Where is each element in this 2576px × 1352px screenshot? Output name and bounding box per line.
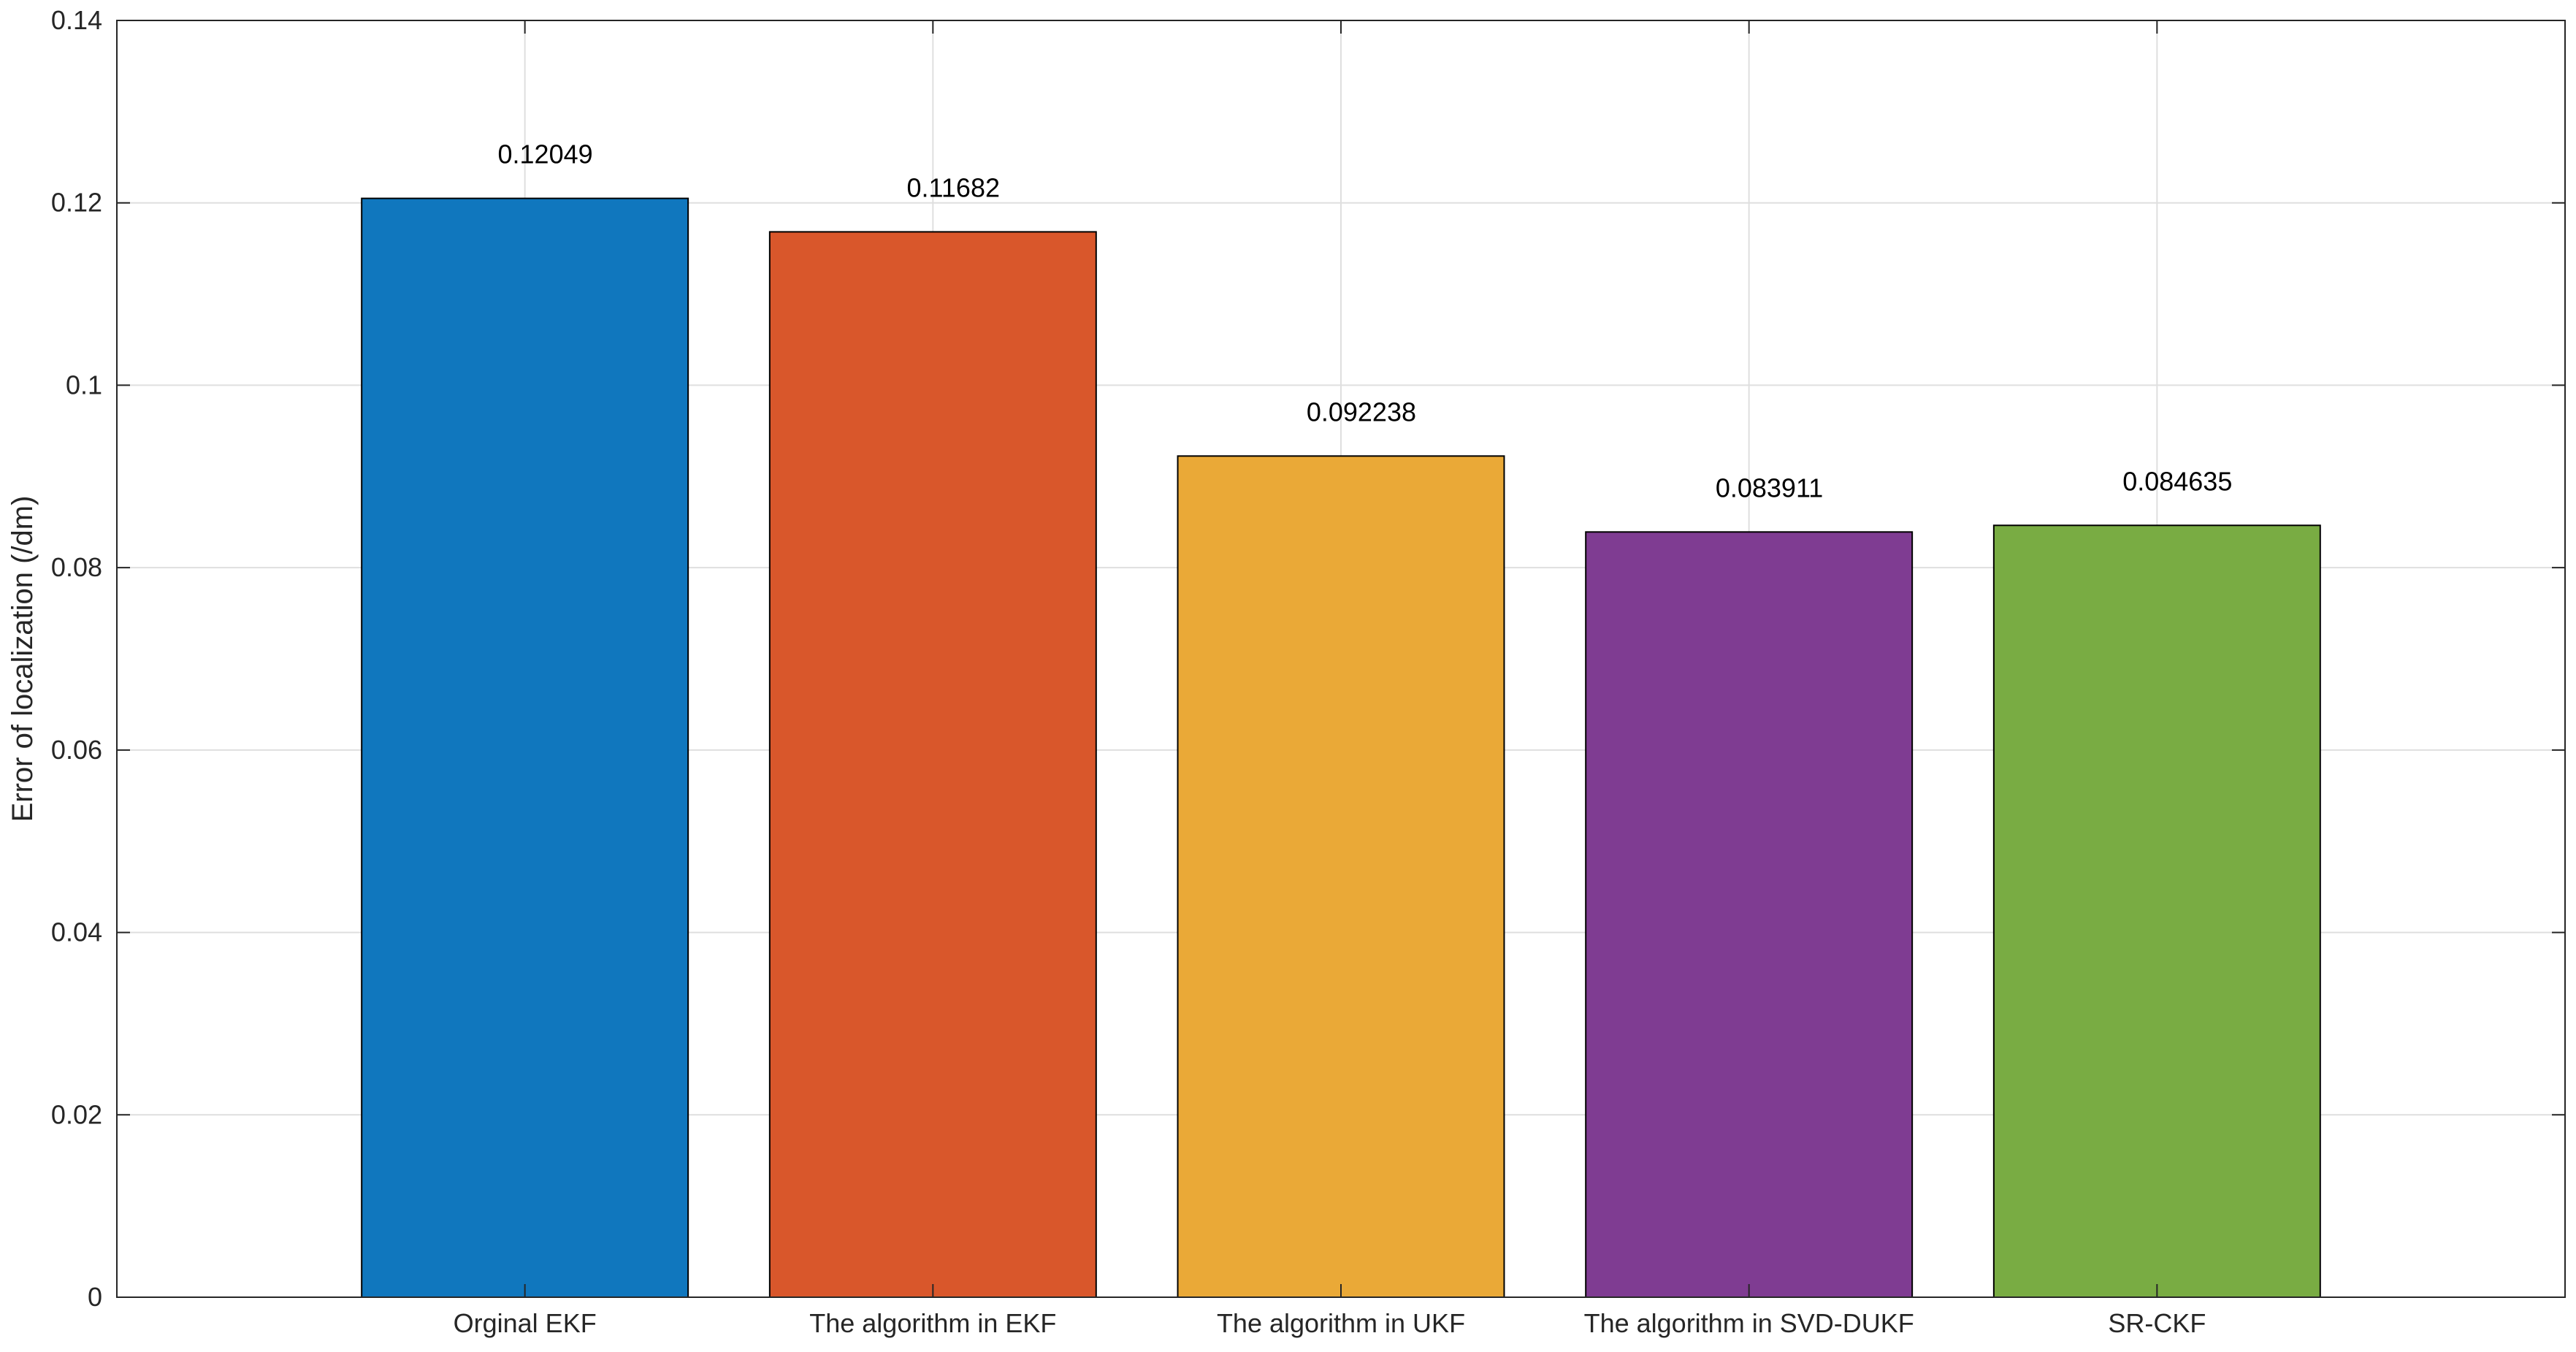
bar-5 xyxy=(1992,524,2321,1298)
data-label-5: 0.084635 xyxy=(2122,466,2232,496)
bars-layer xyxy=(361,197,2321,1299)
bar-2 xyxy=(768,231,1097,1299)
y-tick-label: 0.06 xyxy=(51,735,102,765)
y-tick-label: 0 xyxy=(88,1282,102,1312)
x-tick-label: SR-CKF xyxy=(2108,1308,2206,1338)
x-tick-label: The algorithm in SVD-DUKF xyxy=(1584,1308,1914,1338)
ticks-layer xyxy=(117,20,2565,1298)
y-tick-label: 0.08 xyxy=(51,552,102,582)
x-tick-label: The algorithm in EKF xyxy=(809,1308,1056,1338)
y-tick-label: 0.02 xyxy=(51,1099,102,1129)
labels-layer: 0 0.02 0.04 0.06 0.08 0.1 0.12 0.14 Orginal EKF 0… xyxy=(51,5,2232,1338)
y-tick-label: 0.04 xyxy=(51,917,102,947)
y-tick-label: 0.1 xyxy=(66,370,102,400)
bar-3 xyxy=(1177,455,1505,1299)
x-tick-label: The algorithm in UKF xyxy=(1217,1308,1465,1338)
data-label-2: 0.11682 xyxy=(907,172,1000,202)
bar-4 xyxy=(1585,531,1914,1298)
y-tick-label: 0.12 xyxy=(51,188,102,218)
data-label-3: 0.092238 xyxy=(1307,397,1416,427)
x-tick-label: Orginal EKF xyxy=(454,1308,597,1338)
data-label-4: 0.083911 xyxy=(1716,473,1823,503)
bar-1 xyxy=(361,197,689,1298)
y-tick-label: 0.14 xyxy=(51,5,102,35)
data-label-1: 0.12049 xyxy=(498,140,593,169)
y-axis-title: Error of localization (/dm) xyxy=(7,496,39,822)
